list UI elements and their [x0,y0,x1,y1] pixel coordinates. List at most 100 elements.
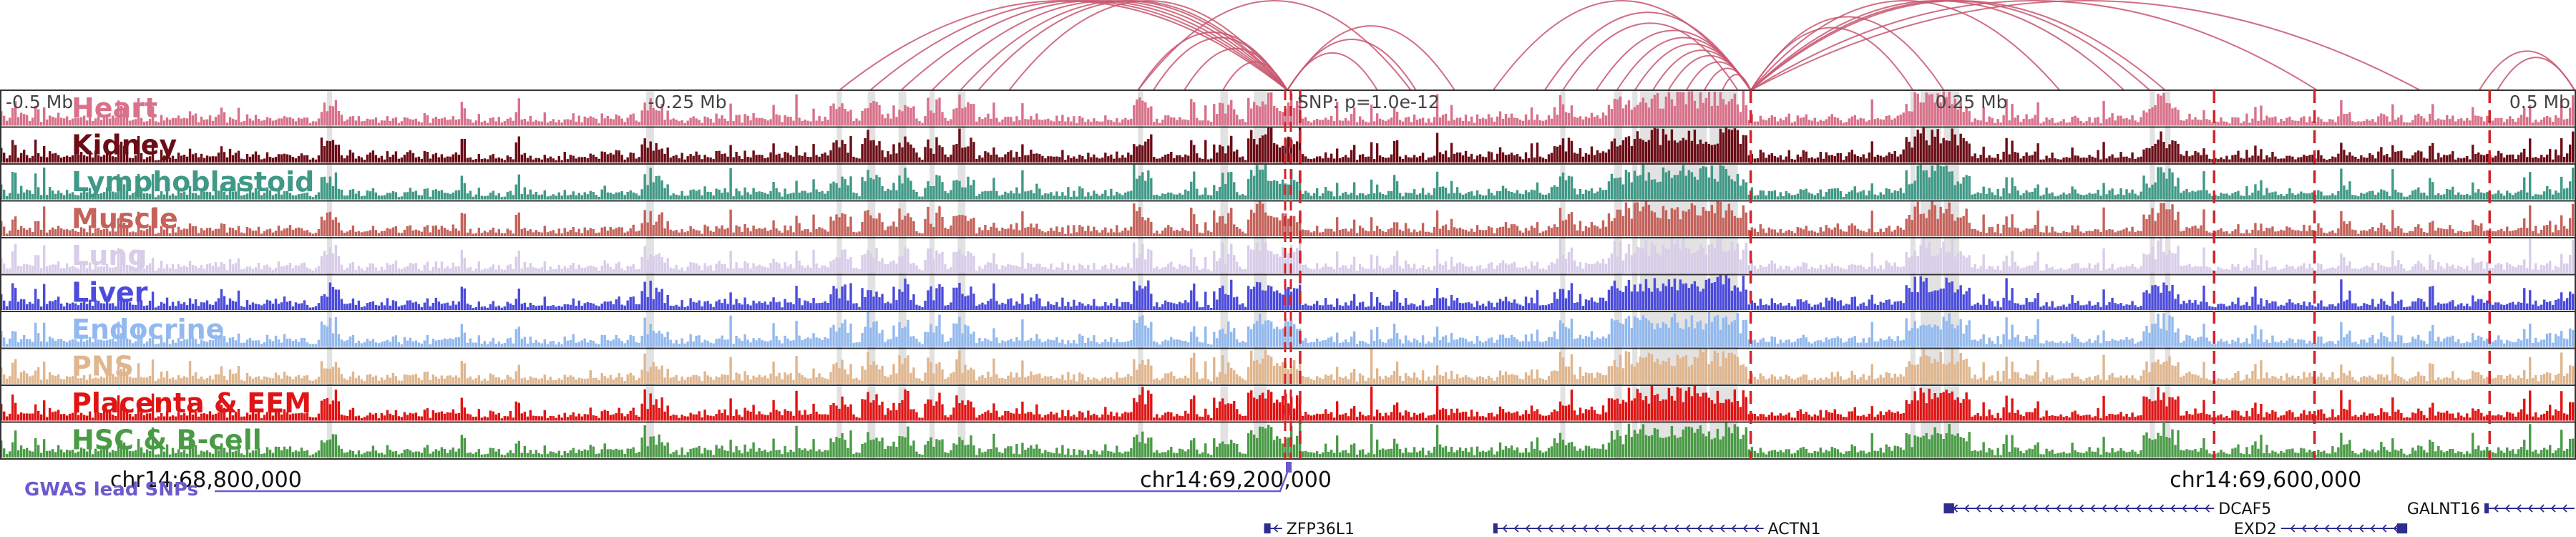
genomic-coordinate-axis: chr14:68,800,000 chr14:69,200,000 chr14:69… [110,468,2361,493]
strand-arrow [1559,524,1565,533]
snp-pvalue-label: SNP: p=1.0e-12 [1297,92,1440,112]
strand-arrow [2170,504,2176,513]
gene-label: GALNT16 [2407,500,2480,518]
dashed-marker-lines [1284,90,2492,459]
strand-arrow [1976,504,1981,513]
gwas-connector-line [215,472,1289,493]
signal-track: PNS [0,347,2576,384]
gwas-track-label: GWAS lead SNPs [24,479,198,500]
strand-arrow [1616,524,1622,533]
scale-label: -0.25 Mb [648,92,727,112]
gene-label: ZFP36L1 [1287,521,1355,537]
strand-arrow [1502,524,1508,533]
scale-label: 0.25 Mb [1936,92,2008,112]
gene-exon [1943,503,1954,513]
strand-arrow [2182,504,2187,513]
strand-arrow [1536,524,1542,533]
gene-exon [1264,523,1271,533]
strand-arrow [2347,524,2353,533]
track-label: Placenta & EEM [72,387,311,419]
interaction-arc [1750,0,2061,91]
strand-arrow [2504,504,2510,513]
gene: GALNT16 [2407,500,2575,518]
strand-arrow [2193,504,2199,513]
strand-arrow [1719,524,1725,533]
strand-arrow [2021,504,2027,513]
interaction-arc [1750,0,2166,91]
strand-arrow [2516,504,2522,513]
gene-label: EXD2 [2234,521,2277,537]
strand-arrow [1513,524,1519,533]
signal-peaks [0,422,2575,458]
signal-track: Lung [0,237,2576,274]
interaction-arc [1543,11,1752,91]
interaction-arc [1722,74,1752,91]
signal-track: Liver [0,274,2576,310]
strand-arrow [2124,504,2130,513]
strand-arrow [2358,524,2364,533]
signal-peaks [0,90,2575,126]
interaction-arc [1287,25,1455,91]
signal-peaks [0,385,2575,421]
strand-arrow [2159,504,2165,513]
interaction-arc [960,0,1288,91]
strand-arrow [1987,504,1993,513]
interaction-arc [1222,61,1288,91]
interaction-arc [1750,0,2318,91]
interaction-arc [931,0,1288,91]
gene-exon [2396,523,2408,533]
strand-arrow [1708,524,1714,533]
strand-arrow [1662,524,1668,533]
strand-arrow [2324,524,2330,533]
coordinate-label: chr14:69,200,000 [1140,468,1332,493]
track-label: Endocrine [72,314,224,345]
strand-arrow [1548,524,1553,533]
gwas-snp-marker [1286,462,1292,473]
gene: ZFP36L1 [1264,521,1355,537]
signal-peaks [0,311,2575,347]
strand-arrow [2205,504,2210,513]
track-label: Lung [72,240,147,271]
strand-arrow [2090,504,2096,513]
track-label: Heart [72,92,157,124]
scale-label: 0.5 Mb [2509,92,2570,112]
track-label: Muscle [72,203,178,235]
strand-arrow [2102,504,2107,513]
track-label: Lymphoblastoid [72,166,314,198]
gene-exon [2484,503,2489,513]
strand-arrow [2290,524,2296,533]
gene-annotation-track: ZFP36L1 ACTN1 DCAF5 EXD2 GALNT16 [1264,500,2575,537]
strand-arrow [2136,504,2142,513]
tracks-frame [0,90,2576,460]
gene: ACTN1 [1493,521,1821,537]
gene: EXD2 [2234,521,2408,537]
strand-arrow [1651,524,1657,533]
signal-track: Heart [0,90,2576,126]
interaction-arc [1750,16,1945,91]
strand-arrow [2301,524,2307,533]
coordinate-label: chr14:68,800,000 [110,468,302,493]
track-label: HSC & B-cell [72,425,262,456]
interaction-arc [977,0,1288,91]
signal-track: HSC & B-cell [0,421,2576,458]
signal-peaks [0,164,2575,200]
strand-arrow [1964,504,1970,513]
strand-arrow [2147,504,2153,513]
gene-exon [1493,523,1498,533]
distance-scale: -0.5 Mb -0.25 Mb 0.25 Mb 0.5 Mb SNP: p=1.0e-… [6,92,2570,112]
atac-signal-tracks: Heart Kidney Lymphoblastoid Muscle Lung Liver… [0,90,2576,460]
strand-arrow [2044,504,2050,513]
strand-arrow [2067,504,2073,513]
strand-arrow [1639,524,1645,533]
strand-arrow [1525,524,1531,533]
strand-arrow [1697,524,1702,533]
gene: DCAF5 [1943,500,2271,518]
strand-arrow [2370,524,2376,533]
interaction-arc [1137,0,1412,91]
signal-peaks [0,238,2575,274]
strand-arrow [1731,524,1737,533]
strand-arrow [2539,504,2545,513]
signal-track: Placenta & EEM [0,384,2576,421]
interaction-arc [1750,0,2421,91]
strand-arrow [1273,524,1279,533]
